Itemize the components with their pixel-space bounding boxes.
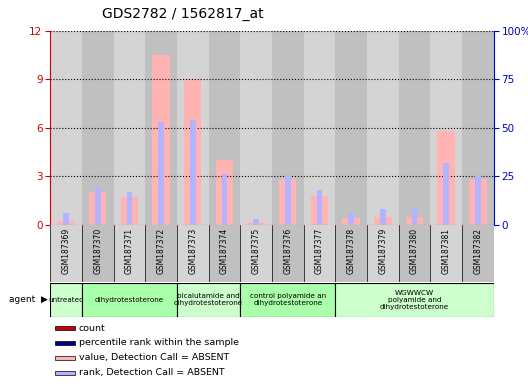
Text: GSM187373: GSM187373 bbox=[188, 228, 197, 275]
Text: GDS2782 / 1562817_at: GDS2782 / 1562817_at bbox=[102, 7, 264, 21]
Bar bbox=[304, 31, 335, 225]
Bar bbox=[367, 31, 399, 225]
Bar bbox=[152, 55, 169, 225]
Text: GSM187379: GSM187379 bbox=[378, 228, 388, 275]
Text: GSM187381: GSM187381 bbox=[441, 228, 451, 274]
Text: GSM187370: GSM187370 bbox=[93, 228, 102, 275]
Text: GSM187380: GSM187380 bbox=[410, 228, 419, 275]
Bar bbox=[437, 131, 455, 225]
Bar bbox=[82, 283, 177, 317]
Text: GSM187369: GSM187369 bbox=[61, 228, 71, 275]
Bar bbox=[240, 31, 272, 225]
Bar bbox=[399, 31, 430, 225]
Text: WGWWCW
polyamide and
dihydrotestoterone: WGWWCW polyamide and dihydrotestoterone bbox=[380, 290, 449, 310]
Bar bbox=[380, 209, 385, 225]
Bar bbox=[63, 213, 69, 225]
Bar bbox=[240, 283, 335, 317]
Text: bicalutamide and
dihydrotestoterone: bicalutamide and dihydrotestoterone bbox=[174, 293, 243, 306]
Bar bbox=[247, 222, 265, 225]
Bar bbox=[177, 31, 209, 225]
Text: GSM187376: GSM187376 bbox=[283, 228, 293, 275]
Bar bbox=[82, 225, 114, 282]
Bar bbox=[469, 179, 486, 225]
Bar bbox=[475, 176, 480, 225]
Text: agent  ▶: agent ▶ bbox=[8, 295, 48, 305]
Bar bbox=[184, 79, 202, 225]
Bar bbox=[240, 225, 272, 282]
Bar bbox=[54, 326, 74, 330]
Bar bbox=[285, 176, 290, 225]
Bar bbox=[209, 31, 240, 225]
Bar bbox=[317, 190, 322, 225]
Bar bbox=[399, 225, 430, 282]
Bar bbox=[253, 219, 259, 225]
Text: untreated: untreated bbox=[48, 297, 84, 303]
Bar bbox=[190, 120, 195, 225]
Bar bbox=[54, 371, 74, 375]
Bar bbox=[58, 222, 75, 225]
Bar bbox=[50, 283, 82, 317]
Bar bbox=[127, 192, 132, 225]
Bar bbox=[95, 186, 100, 225]
Bar bbox=[310, 195, 328, 225]
Bar bbox=[462, 225, 494, 282]
Text: GSM187372: GSM187372 bbox=[156, 228, 166, 275]
Bar bbox=[120, 197, 138, 225]
Text: GSM187377: GSM187377 bbox=[315, 228, 324, 275]
Bar bbox=[158, 122, 164, 225]
Bar bbox=[342, 218, 360, 225]
Bar bbox=[374, 217, 391, 225]
Bar bbox=[82, 31, 114, 225]
Bar bbox=[222, 174, 227, 225]
Text: control polyamide an
dihydrotestoterone: control polyamide an dihydrotestoterone bbox=[250, 293, 326, 306]
Text: GSM187374: GSM187374 bbox=[220, 228, 229, 275]
Bar bbox=[177, 283, 240, 317]
Bar bbox=[430, 31, 462, 225]
Bar bbox=[304, 225, 335, 282]
Bar bbox=[430, 225, 462, 282]
Bar bbox=[335, 31, 367, 225]
Bar bbox=[279, 179, 296, 225]
Bar bbox=[462, 31, 494, 225]
Bar bbox=[335, 225, 367, 282]
Text: value, Detection Call = ABSENT: value, Detection Call = ABSENT bbox=[79, 353, 229, 362]
Bar bbox=[272, 31, 304, 225]
Text: count: count bbox=[79, 324, 106, 333]
Bar bbox=[177, 225, 209, 282]
Bar bbox=[272, 225, 304, 282]
Text: rank, Detection Call = ABSENT: rank, Detection Call = ABSENT bbox=[79, 368, 224, 377]
Text: GSM187375: GSM187375 bbox=[251, 228, 261, 275]
Text: percentile rank within the sample: percentile rank within the sample bbox=[79, 338, 239, 348]
Bar bbox=[335, 283, 494, 317]
Bar bbox=[145, 31, 177, 225]
Text: dihydrotestoterone: dihydrotestoterone bbox=[95, 297, 164, 303]
Bar bbox=[215, 160, 233, 225]
Text: GSM187378: GSM187378 bbox=[346, 228, 356, 275]
Bar bbox=[209, 225, 240, 282]
Bar bbox=[50, 225, 82, 282]
Bar bbox=[114, 225, 145, 282]
Bar bbox=[348, 213, 354, 225]
Bar bbox=[54, 341, 74, 345]
Bar bbox=[412, 207, 417, 225]
Bar bbox=[444, 162, 449, 225]
Text: GSM187382: GSM187382 bbox=[473, 228, 483, 274]
Text: GSM187371: GSM187371 bbox=[125, 228, 134, 275]
Bar bbox=[54, 356, 74, 360]
Bar bbox=[50, 31, 82, 225]
Bar bbox=[406, 217, 423, 225]
Bar bbox=[114, 31, 145, 225]
Bar bbox=[145, 225, 177, 282]
Bar bbox=[367, 225, 399, 282]
Bar bbox=[89, 192, 106, 225]
